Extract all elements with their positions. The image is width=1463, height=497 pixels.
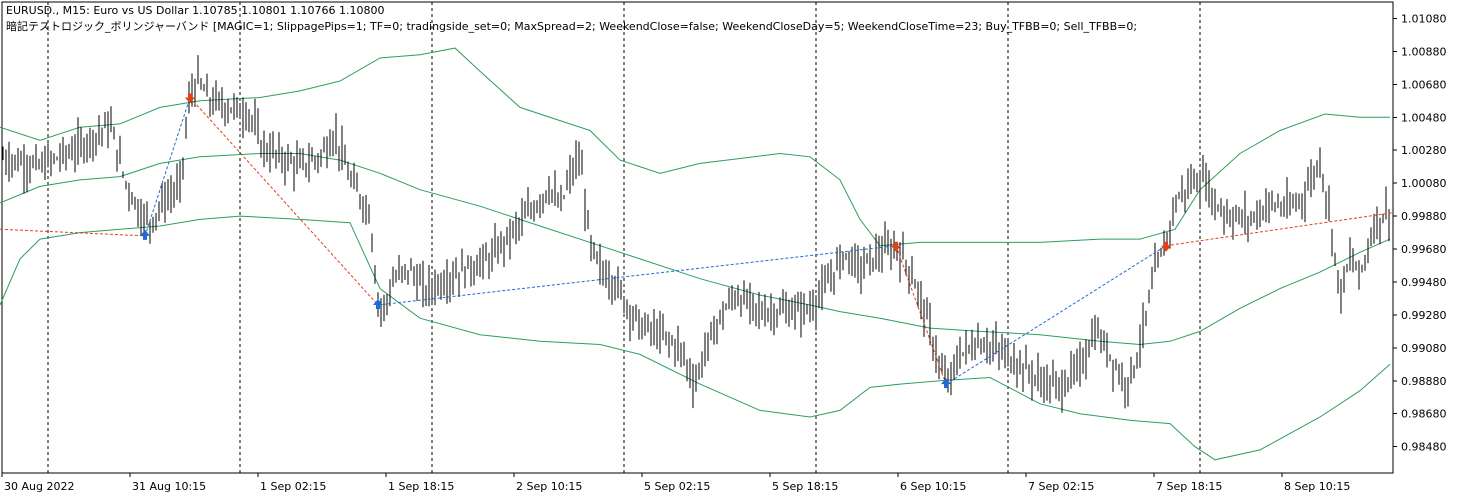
sell-arrow-icon xyxy=(1161,241,1171,252)
sell-arrow-icon xyxy=(185,93,195,104)
buy-arrow-icon xyxy=(941,378,951,389)
bollinger-upper-band xyxy=(0,47,1390,247)
trade-line xyxy=(144,97,191,237)
y-tick-label: 1.01080 xyxy=(1401,12,1447,25)
x-tick-label: 6 Sep 10:15 xyxy=(900,480,966,493)
chart-header-symbol: EURUSD., M15: Euro vs US Dollar 1.10785 … xyxy=(6,4,385,17)
y-tick-label: 0.98680 xyxy=(1401,408,1447,421)
bollinger-lower-band xyxy=(0,215,1391,461)
y-tick-label: 0.99280 xyxy=(1401,309,1447,322)
x-tick-label: 7 Sep 02:15 xyxy=(1028,480,1094,493)
trade-line xyxy=(0,228,146,237)
bollinger-middle-band xyxy=(0,153,1391,346)
y-tick-label: 0.99080 xyxy=(1401,342,1447,355)
buy-arrow-icon xyxy=(373,299,383,310)
sell-arrow-icon xyxy=(891,241,901,252)
y-tick-label: 0.98480 xyxy=(1401,441,1447,454)
trade-line xyxy=(895,245,947,385)
chart-frame xyxy=(1,1,1394,474)
y-tick-label: 1.00480 xyxy=(1401,111,1447,124)
x-tick-label: 5 Sep 18:15 xyxy=(772,480,838,493)
y-tick-label: 1.00080 xyxy=(1401,177,1447,190)
x-tick-label: 8 Sep 10:15 xyxy=(1284,480,1350,493)
trade-line xyxy=(945,245,1167,385)
trade-line xyxy=(1165,212,1393,247)
x-tick-label: 30 Aug 2022 xyxy=(4,480,74,493)
x-tick-label: 7 Sep 18:15 xyxy=(1156,480,1222,493)
y-tick-label: 0.98880 xyxy=(1401,375,1447,388)
candles xyxy=(2,55,1390,413)
y-tick-label: 1.00280 xyxy=(1401,144,1447,157)
y-tick-label: 0.99480 xyxy=(1401,276,1447,289)
x-tick-label: 2 Sep 10:15 xyxy=(516,480,582,493)
trade-line xyxy=(377,245,897,306)
y-tick-label: 0.99880 xyxy=(1401,210,1447,223)
y-tick-label: 1.00680 xyxy=(1401,78,1447,91)
trade-line xyxy=(189,97,379,306)
buy-arrow-icon xyxy=(140,229,150,240)
y-tick-label: 1.00880 xyxy=(1401,45,1447,58)
x-tick-label: 5 Sep 02:15 xyxy=(644,480,710,493)
y-tick-label: 0.99680 xyxy=(1401,243,1447,256)
x-tick-label: 1 Sep 02:15 xyxy=(260,480,326,493)
x-tick-label: 31 Aug 10:15 xyxy=(132,480,206,493)
chart-header-ea: 暗記テストロジック_ボリンジャーバンド [MAGIC=1; SlippagePi… xyxy=(6,19,1137,33)
x-tick-label: 1 Sep 18:15 xyxy=(388,480,454,493)
